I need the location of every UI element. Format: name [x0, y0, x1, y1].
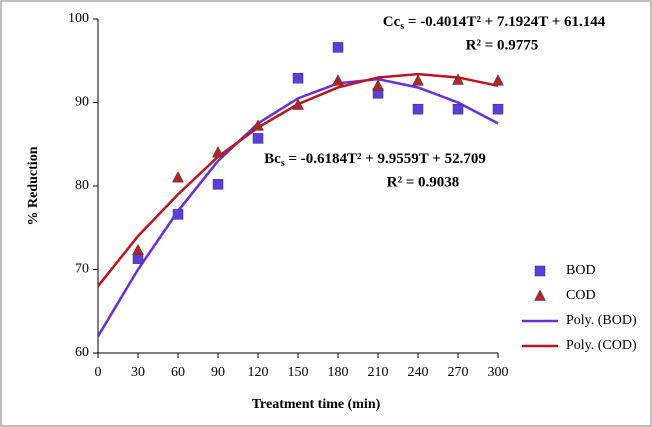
- square-marker: [172, 209, 184, 220]
- square-marker: [252, 133, 264, 144]
- legend-label: Poly. (BOD): [566, 313, 637, 328]
- x-axis-label: Treatment time (min): [252, 397, 381, 412]
- r-squared: R² = 0.9038: [387, 174, 460, 190]
- trend-line: [96, 77, 499, 337]
- legend-label: BOD: [566, 263, 596, 278]
- square-marker: [132, 253, 144, 264]
- equation-symbol: Bc: [264, 151, 281, 167]
- square-marker: [292, 73, 304, 84]
- r-squared: R² = 0.9775: [466, 37, 539, 53]
- y-tick-label: 70: [75, 262, 89, 277]
- x-tick-label: 90: [211, 365, 225, 380]
- triangle-marker: [292, 98, 304, 110]
- square-marker: [452, 103, 464, 115]
- triangle-marker: [252, 119, 264, 131]
- triangle-marker: [332, 74, 344, 86]
- equation-subscript: s: [281, 158, 285, 169]
- y-tick-label: 80: [75, 178, 89, 193]
- x-tick-label: 210: [368, 365, 389, 380]
- triangle-marker: [172, 171, 184, 183]
- triangle-marker: [412, 74, 424, 86]
- y-tick-label: 90: [75, 95, 89, 110]
- x-tick-label: 150: [288, 365, 309, 380]
- triangle-marker: [132, 243, 144, 256]
- legend-label: COD: [566, 288, 596, 303]
- square-marker: [412, 103, 424, 115]
- triangle-marker: [534, 289, 546, 301]
- square-marker: [332, 42, 344, 53]
- y-axis-label: % Reduction: [26, 146, 41, 225]
- equation-subscript: s: [400, 21, 404, 32]
- x-tick-label: 270: [448, 365, 469, 380]
- triangle-marker: [372, 79, 384, 91]
- y-tick-label: 100: [68, 11, 89, 26]
- y-tick-label: 60: [75, 345, 89, 360]
- triangle-marker: [492, 74, 504, 86]
- triangle-marker: [212, 146, 224, 158]
- x-tick-label: 120: [248, 365, 269, 380]
- triangle-marker: [452, 73, 464, 85]
- x-tick-label: 300: [488, 365, 509, 380]
- equation-symbol: Cc: [383, 14, 401, 30]
- equation-body: = -0.4014T² + 7.1924T + 61.144: [404, 14, 606, 30]
- square-marker: [492, 103, 504, 115]
- legend-label: Poly. (COD): [566, 338, 637, 353]
- equation: Bcs = -0.6184T² + 9.9559T + 52.709: [264, 151, 486, 169]
- x-tick-label: 180: [328, 365, 349, 380]
- x-tick-label: 240: [408, 365, 429, 380]
- square-marker: [212, 179, 224, 190]
- x-tick-label: 60: [171, 365, 185, 380]
- square-marker: [534, 265, 546, 277]
- equation: Ccs = -0.4014T² + 7.1924T + 61.144: [383, 14, 606, 32]
- x-tick-label: 0: [95, 365, 102, 380]
- x-tick-label: 30: [131, 365, 145, 380]
- equation-body: = -0.6184T² + 9.9559T + 52.709: [285, 151, 486, 167]
